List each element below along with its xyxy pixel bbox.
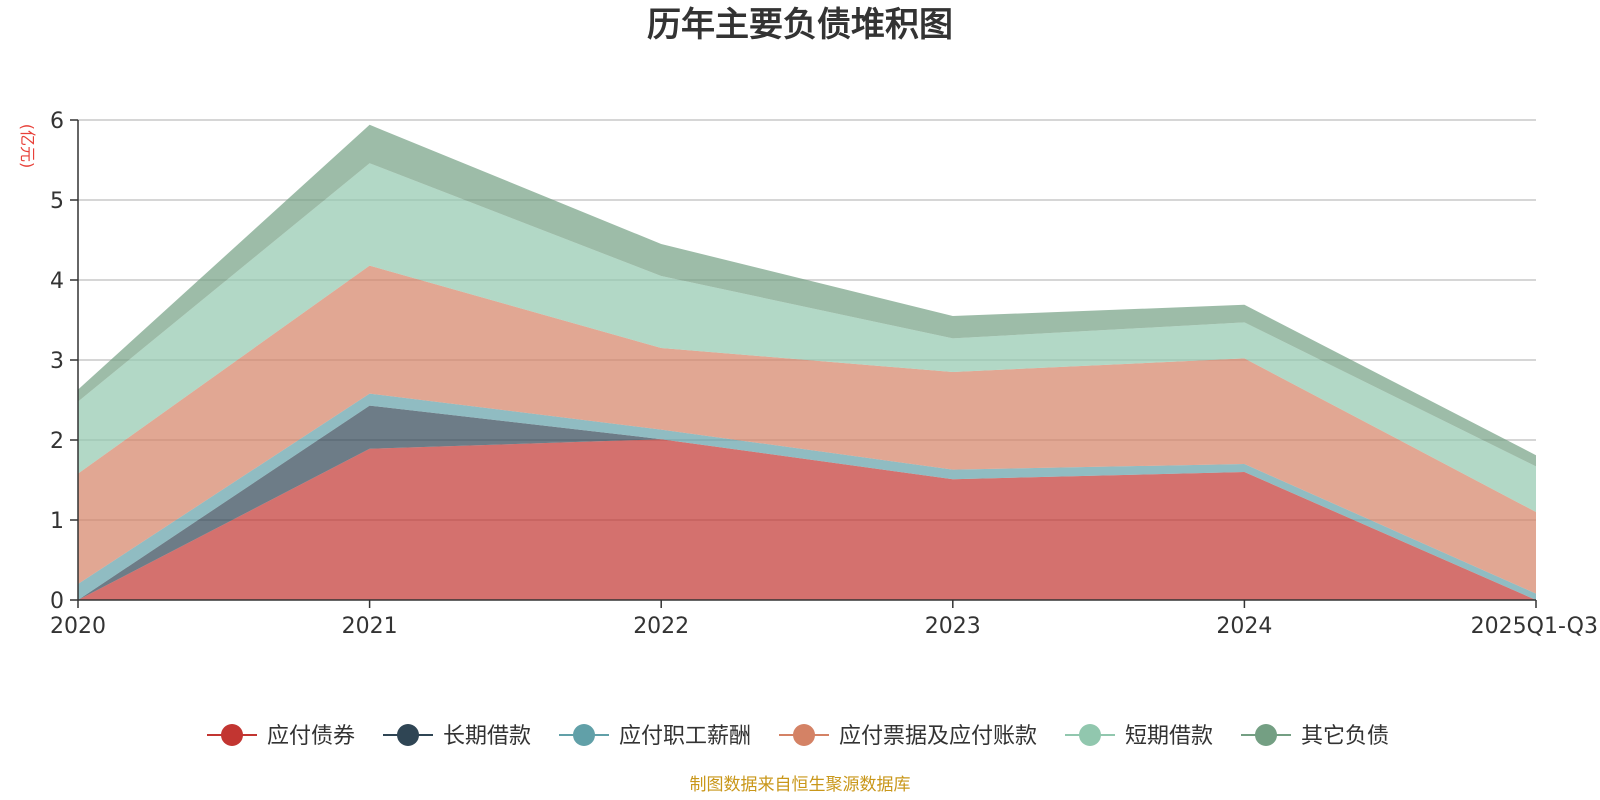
legend-circle-icon (1079, 724, 1101, 746)
y-tick-label: 2 (50, 429, 64, 454)
x-tick-label: 2023 (925, 614, 981, 639)
area-series-3[interactable] (78, 265, 1536, 594)
legend-item-0[interactable]: 应付债券 (207, 724, 355, 749)
legend-item-2[interactable]: 应付职工薪酬 (559, 724, 751, 749)
legend-item-3[interactable]: 应付票据及应付账款 (779, 724, 1037, 749)
legend-circle-icon (221, 724, 243, 746)
axes: 0 1 2 3 4 5 6 2020 2021 2022 2023 2024 2025Q1-Q3 (50, 109, 1598, 639)
legend-circle-icon (1255, 724, 1277, 746)
y-tick-label: 3 (50, 349, 64, 374)
legend-circle-icon (573, 724, 595, 746)
area-series (78, 124, 1536, 600)
legend: 应付债券 长期借款 应付职工薪酬 应付票据及应付账款 短期借款 其它负债 (207, 724, 1389, 749)
legend-label: 应付票据及应付账款 (839, 724, 1037, 749)
legend-label: 短期借款 (1125, 724, 1213, 749)
area-series-5[interactable] (78, 124, 1536, 467)
legend-label: 应付职工薪酬 (619, 724, 751, 749)
x-tick-label: 2020 (50, 614, 106, 639)
x-tick-label: 2022 (633, 614, 689, 639)
x-tick-label: 2025Q1-Q3 (1471, 614, 1598, 639)
legend-item-1[interactable]: 长期借款 (383, 724, 531, 749)
y-tick-label: 4 (50, 269, 64, 294)
y-axis-unit-label: (亿元) (18, 124, 37, 169)
source-note: 制图数据来自恒生聚源数据库 (690, 775, 911, 795)
y-tick-label: 5 (50, 189, 64, 214)
legend-circle-icon (793, 724, 815, 746)
legend-label: 应付债券 (267, 724, 355, 749)
area-series-0[interactable] (78, 439, 1536, 600)
y-tick-label: 1 (50, 509, 64, 534)
legend-label: 其它负债 (1301, 724, 1389, 749)
legend-label: 长期借款 (443, 724, 531, 749)
legend-circle-icon (397, 724, 419, 746)
chart-title: 历年主要负债堆积图 (647, 5, 953, 45)
area-series-4[interactable] (78, 163, 1536, 512)
x-tick-label: 2021 (342, 614, 398, 639)
y-tick-label: 6 (50, 109, 64, 134)
y-tick-label: 0 (50, 589, 64, 614)
x-tick-label: 2024 (1216, 614, 1272, 639)
legend-item-4[interactable]: 短期借款 (1065, 724, 1213, 749)
legend-item-5[interactable]: 其它负债 (1241, 724, 1389, 749)
